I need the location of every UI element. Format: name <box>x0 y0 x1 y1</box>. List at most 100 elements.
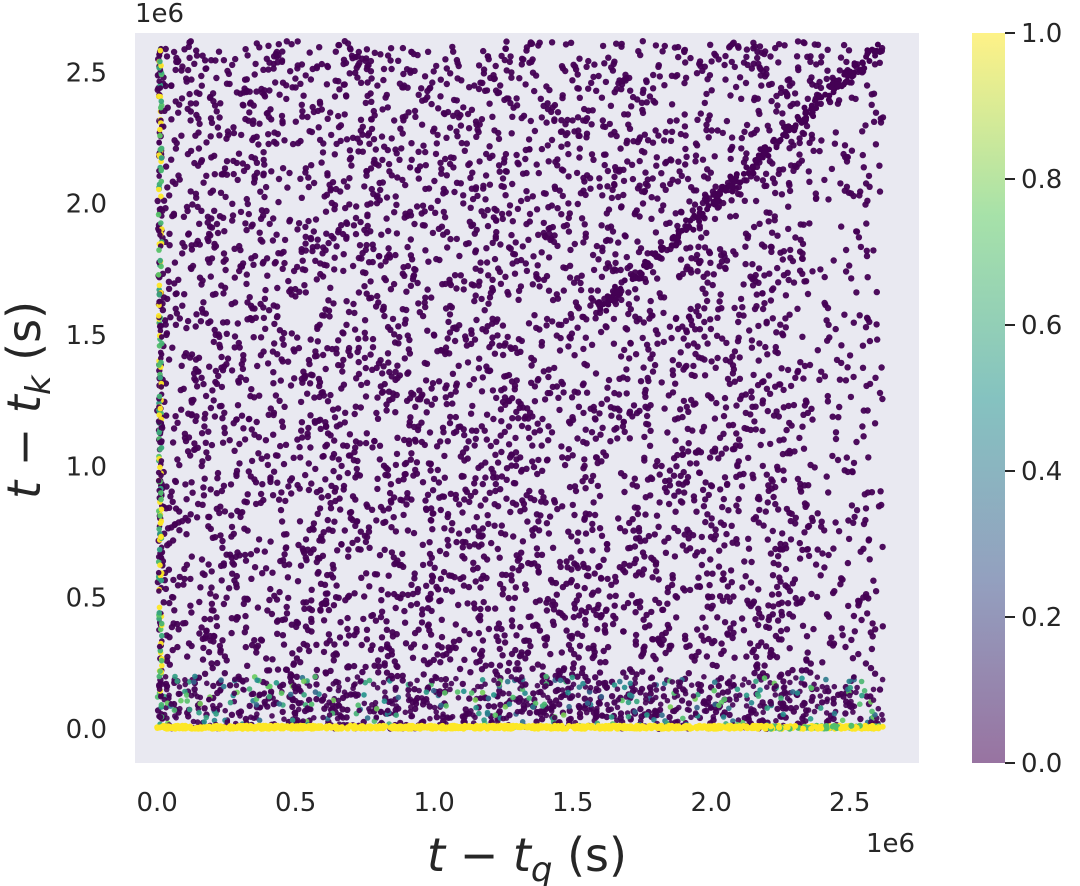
scatter-point <box>589 654 596 662</box>
scatter-point <box>281 259 288 267</box>
scatter-point <box>551 116 558 123</box>
scatter-point <box>590 607 597 614</box>
scatter-point <box>216 509 223 517</box>
scatter-point <box>188 479 195 486</box>
scatter-point <box>342 59 350 67</box>
scatter-point <box>206 259 213 266</box>
scatter-point <box>784 366 792 374</box>
scatter-point <box>319 389 326 396</box>
scatter-point <box>817 84 825 92</box>
scatter-point <box>581 584 588 592</box>
scatter-point <box>379 388 387 395</box>
scatter-point <box>447 235 454 243</box>
scatter-point <box>433 714 441 721</box>
scatter-point <box>765 602 772 609</box>
scatter-point <box>518 55 526 62</box>
scatter-point <box>399 550 406 558</box>
scatter-point <box>271 340 278 347</box>
scatter-point <box>663 220 670 227</box>
scatter-point <box>470 559 477 566</box>
scatter-point <box>635 528 643 535</box>
scatter-point <box>267 538 274 545</box>
scatter-point <box>279 335 286 342</box>
scatter-point <box>568 533 575 540</box>
scatter-point <box>369 444 376 451</box>
scatter-point <box>211 171 218 178</box>
scatter-point <box>482 496 489 503</box>
scatter-point <box>378 608 386 615</box>
scatter-point <box>431 125 438 132</box>
scatter-point <box>836 67 843 74</box>
scatter-point <box>652 462 659 470</box>
scatter-point <box>299 379 306 386</box>
scatter-point <box>796 434 803 442</box>
scatter-point <box>560 264 567 271</box>
scatter-point <box>677 406 684 413</box>
scatter-point <box>264 461 272 469</box>
scatter-point <box>208 441 216 449</box>
scatter-point <box>211 240 218 248</box>
scatter-point <box>786 187 794 195</box>
scatter-point <box>653 512 661 519</box>
scatter-point <box>314 510 321 517</box>
scatter-point <box>586 511 593 518</box>
scatter-point <box>327 284 334 291</box>
scatter-point <box>477 650 484 658</box>
scatter-point <box>378 597 385 604</box>
scatter-point <box>210 682 217 690</box>
scatter-point <box>592 315 599 322</box>
scatter-point <box>658 170 665 177</box>
scatter-point <box>275 198 282 206</box>
scatter-point <box>540 219 547 227</box>
scatter-point <box>370 136 378 143</box>
scatter-point <box>721 619 729 626</box>
scatter-point <box>300 92 307 99</box>
scatter-point <box>274 479 281 486</box>
scatter-point <box>615 239 622 246</box>
scatter-point <box>764 536 771 543</box>
scatter-point <box>662 160 669 167</box>
scatter-point <box>841 142 849 149</box>
scatter-point <box>754 95 761 102</box>
scatter-point <box>403 288 410 295</box>
scatter-point <box>533 206 541 213</box>
scatter-point <box>828 634 835 641</box>
scatter-point <box>681 489 688 496</box>
scatter-point <box>344 706 351 714</box>
scatter-point <box>172 413 179 420</box>
scatter-point <box>164 104 171 111</box>
scatter-point <box>179 239 186 247</box>
scatter-point <box>577 713 584 721</box>
scatter-point <box>223 551 230 558</box>
scatter-point <box>258 637 266 644</box>
scatter-point <box>633 483 641 490</box>
scatter-point <box>559 454 566 461</box>
scatter-point <box>556 406 563 414</box>
scatter-point <box>230 170 237 178</box>
scatter-point <box>876 188 884 195</box>
scatter-point <box>596 410 603 417</box>
scatter-point <box>492 480 499 488</box>
scatter-point <box>489 387 497 394</box>
scatter-point <box>531 429 538 436</box>
scatter-point <box>762 170 770 177</box>
scatter-point <box>486 294 494 301</box>
scatter-point <box>196 120 203 128</box>
scatter-point <box>792 520 799 527</box>
scatter-point <box>523 492 530 499</box>
scatter-point <box>452 382 460 390</box>
scatter-point <box>312 216 320 223</box>
scatter-point <box>253 133 260 140</box>
scatter-point <box>187 511 194 518</box>
scatter-point <box>446 572 453 579</box>
scatter-point <box>248 223 255 230</box>
scatter-point <box>213 220 221 228</box>
scatter-point <box>480 598 487 606</box>
scatter-point <box>643 78 650 86</box>
scatter-point <box>396 156 403 163</box>
scatter-point <box>485 625 493 633</box>
scatter-point <box>702 496 709 503</box>
scatter-point <box>837 581 844 588</box>
scatter-point <box>221 424 228 431</box>
scatter-point <box>331 518 338 525</box>
